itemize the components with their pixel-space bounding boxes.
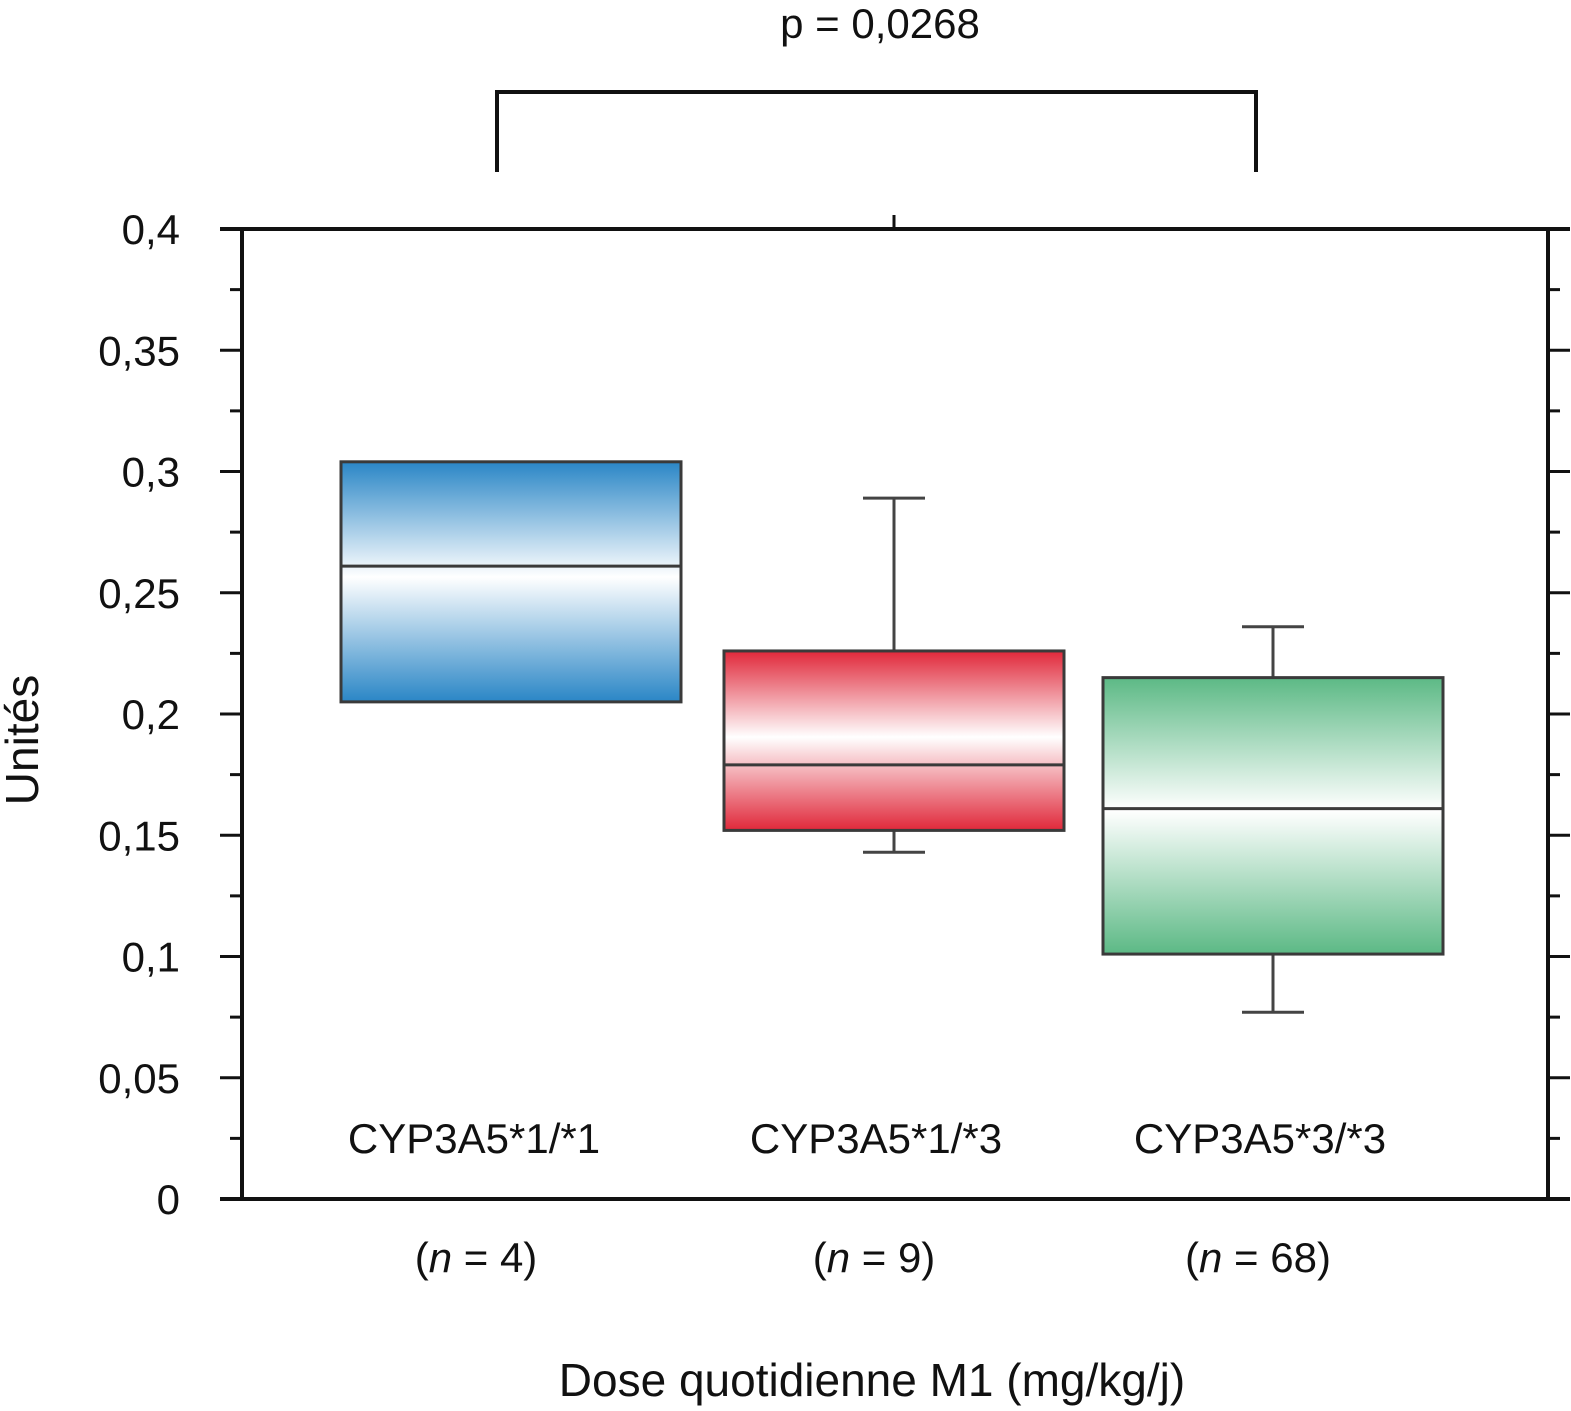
box-1: [339, 460, 683, 704]
n-open-paren: (: [1185, 1234, 1199, 1281]
n-value: 9: [898, 1234, 921, 1281]
y-tick-label: 0,1: [122, 934, 180, 981]
y-tick-label: 0,2: [122, 691, 180, 738]
significance-annotation: p = 0,0268: [495, 0, 1258, 172]
box-iqr: [339, 460, 683, 704]
box-3: [1101, 625, 1445, 1014]
sample-size-label: (n = 4): [415, 1234, 538, 1281]
n-equals: =: [452, 1234, 500, 1281]
y-tick-label: 0: [157, 1176, 180, 1223]
category-labels: CYP3A5*1/*1 CYP3A5*1/*3 CYP3A5*3/*3: [348, 1115, 1386, 1162]
category-label: CYP3A5*3/*3: [1134, 1115, 1386, 1162]
n-symbol: n: [1199, 1234, 1222, 1281]
sample-size-labels: (n = 4) (n = 9) (n = 68): [415, 1234, 1331, 1281]
y-tick-label: 0,05: [98, 1055, 180, 1102]
sample-size-label: (n = 68): [1185, 1234, 1331, 1281]
x-axis-title: Dose quotidienne M1 (mg/kg/j): [559, 1354, 1185, 1406]
y-tick-label: 0,35: [98, 327, 180, 374]
n-value: 4: [500, 1234, 523, 1281]
y-axis-title: Unités: [0, 675, 48, 805]
y-axis-ticks: 0 0,05 0,1 0,15 0,2 0,25 0,3 0,35 0,4: [98, 206, 1570, 1223]
n-close-paren: ): [921, 1234, 935, 1281]
n-open-paren: (: [813, 1234, 827, 1281]
n-close-paren: ): [1317, 1234, 1331, 1281]
p-value-label: p = 0,0268: [780, 0, 980, 47]
n-equals: =: [1222, 1234, 1270, 1281]
sample-size-label: (n = 9): [813, 1234, 936, 1281]
n-symbol: n: [429, 1234, 452, 1281]
y-tick-label: 0,25: [98, 570, 180, 617]
category-label: CYP3A5*1/*1: [348, 1115, 600, 1162]
y-tick-label: 0,15: [98, 812, 180, 859]
n-close-paren: ): [523, 1234, 537, 1281]
box-iqr: [1101, 676, 1445, 956]
y-tick-label: 0,3: [122, 449, 180, 496]
category-label: CYP3A5*1/*3: [750, 1115, 1002, 1162]
boxes: [339, 460, 1445, 1014]
n-open-paren: (: [415, 1234, 429, 1281]
box-2: [722, 496, 1066, 854]
n-symbol: n: [827, 1234, 850, 1281]
significance-bracket: [495, 90, 1258, 172]
n-value: 68: [1270, 1234, 1317, 1281]
y-tick-label: 0,4: [122, 206, 180, 253]
n-equals: =: [850, 1234, 898, 1281]
box-iqr: [722, 649, 1066, 832]
